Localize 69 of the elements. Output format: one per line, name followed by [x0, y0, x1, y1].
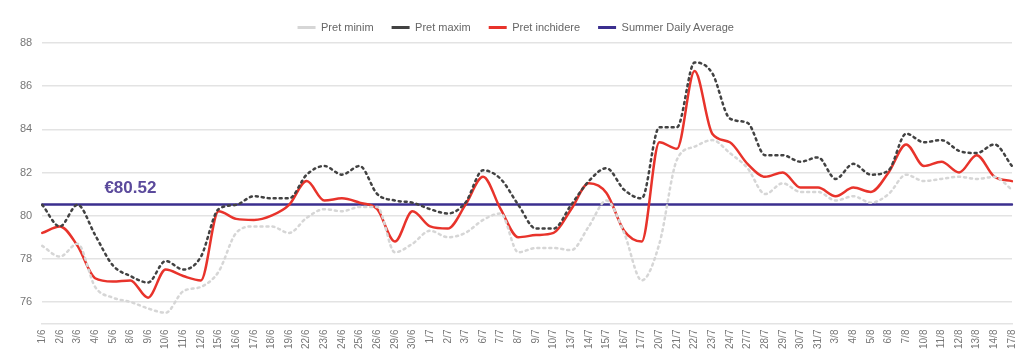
- x-tick-label: 15/7: [600, 329, 612, 350]
- annotation: €80.52: [104, 177, 157, 197]
- x-tick-label: 3/6: [71, 329, 83, 344]
- x-tick-label: 6/8: [882, 329, 894, 344]
- x-tick-label: 4/6: [88, 329, 100, 344]
- legend-label: Summer Daily Average: [621, 20, 734, 33]
- x-tick-label: 1/6: [35, 329, 47, 344]
- x-tick-label: 31/7: [811, 329, 823, 350]
- x-tick-label: 29/6: [388, 329, 400, 350]
- x-tick-label: 2/6: [53, 329, 65, 344]
- y-tick-label: 80: [19, 208, 33, 221]
- x-tick-label: 22/7: [688, 329, 700, 350]
- x-tick-label: 18/6: [265, 329, 277, 350]
- x-tick-label: 5/8: [864, 329, 876, 344]
- x-tick-label: 25/6: [353, 329, 365, 350]
- x-tick-label: 13/8: [970, 329, 982, 350]
- x-tick-label: 24/6: [335, 329, 347, 350]
- x-tick-label: 19/6: [282, 329, 294, 350]
- x-tick-label: 28/7: [758, 329, 770, 350]
- line-series: [40, 138, 1014, 314]
- x-tick-label: 16/7: [617, 329, 629, 350]
- x-tick-label: 7/8: [899, 329, 911, 344]
- y-tick-label: 76: [19, 294, 33, 307]
- x-tick-label: 1/7: [423, 329, 435, 344]
- x-tick-label: 27/7: [741, 329, 753, 350]
- x-tick-label: 16/6: [229, 329, 241, 350]
- x-tick-label: 10/8: [917, 329, 929, 350]
- x-tick-label: 20/7: [653, 329, 665, 350]
- x-tick-label: 9/6: [141, 329, 153, 344]
- x-tick-label: 7/7: [494, 329, 506, 344]
- x-tick-label: 4/8: [847, 329, 859, 344]
- x-tick-label: 24/7: [723, 329, 735, 350]
- legend-label: Pret maxim: [415, 20, 471, 33]
- x-tick-label: 21/7: [670, 329, 682, 350]
- y-tick-label: 86: [19, 79, 33, 92]
- x-tick-label: 14/8: [988, 329, 1000, 350]
- x-tick-label: 11/6: [177, 329, 189, 349]
- x-tick-label: 10/6: [159, 329, 171, 350]
- x-tick-label: 8/6: [124, 329, 136, 344]
- x-tick-label: 8/7: [512, 329, 524, 344]
- legend-label: Pret minim: [321, 20, 374, 33]
- x-tick-label: 13/7: [564, 329, 576, 350]
- x-tick-label: 12/6: [194, 329, 206, 350]
- x-tick-label: 23/6: [318, 329, 330, 350]
- x-tick-label: 30/6: [406, 329, 418, 350]
- x-tick-label: 17/8: [1005, 329, 1017, 350]
- y-tick-label: 78: [19, 251, 33, 264]
- x-tick-label: 3/8: [829, 329, 841, 344]
- x-tick-label: 29/7: [776, 329, 788, 350]
- x-tick-label: 14/7: [582, 329, 594, 350]
- legend-label: Pret inchidere: [512, 20, 581, 33]
- y-tick-label: 82: [19, 165, 33, 178]
- x-tick-label: 22/6: [300, 329, 312, 350]
- x-tick-label: 15/6: [212, 329, 224, 350]
- x-tick-label: 3/7: [459, 329, 471, 344]
- x-tick-label: 23/7: [706, 329, 717, 350]
- x-tick-label: 17/6: [247, 329, 259, 350]
- x-tick-label: 5/6: [106, 329, 118, 344]
- y-tick-label: 84: [19, 122, 33, 135]
- x-tick-label: 2/7: [441, 329, 453, 344]
- y-tick-label: 88: [19, 36, 33, 49]
- x-tick-label: 26/6: [370, 329, 382, 350]
- x-tick-label: 9/7: [529, 329, 541, 344]
- x-tick-label: 11/8: [935, 329, 947, 349]
- x-tick-label: 30/7: [794, 329, 806, 350]
- x-tick-label: 17/7: [635, 329, 647, 350]
- x-tick-label: 12/8: [952, 329, 964, 350]
- x-tick-label: 10/7: [547, 329, 559, 350]
- x-tick-label: 6/7: [476, 329, 488, 344]
